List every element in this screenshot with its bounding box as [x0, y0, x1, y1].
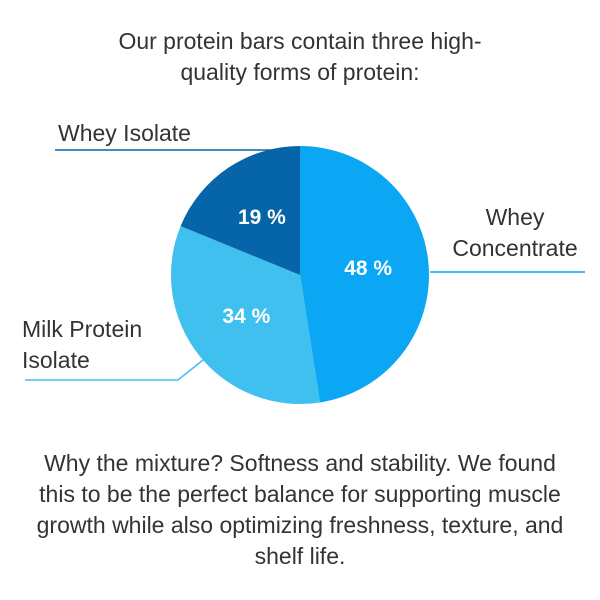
pie-slice — [180, 146, 300, 275]
note: Why the mixture? Softness and stability.… — [36, 450, 564, 569]
pie-slice — [300, 146, 429, 403]
slice-label: Milk Protein Isolate — [22, 316, 143, 373]
leader-line — [25, 355, 209, 381]
pie-slice — [171, 226, 320, 404]
value-label: 48 % — [344, 257, 392, 280]
slice-label: Whey Isolate — [58, 120, 191, 146]
value-label: 19 % — [238, 206, 286, 229]
value-label: 34 % — [222, 305, 270, 328]
chart-title: Our protein bars contain three high-qual… — [118, 28, 482, 85]
slice-label: Whey Concentrate — [452, 204, 578, 261]
